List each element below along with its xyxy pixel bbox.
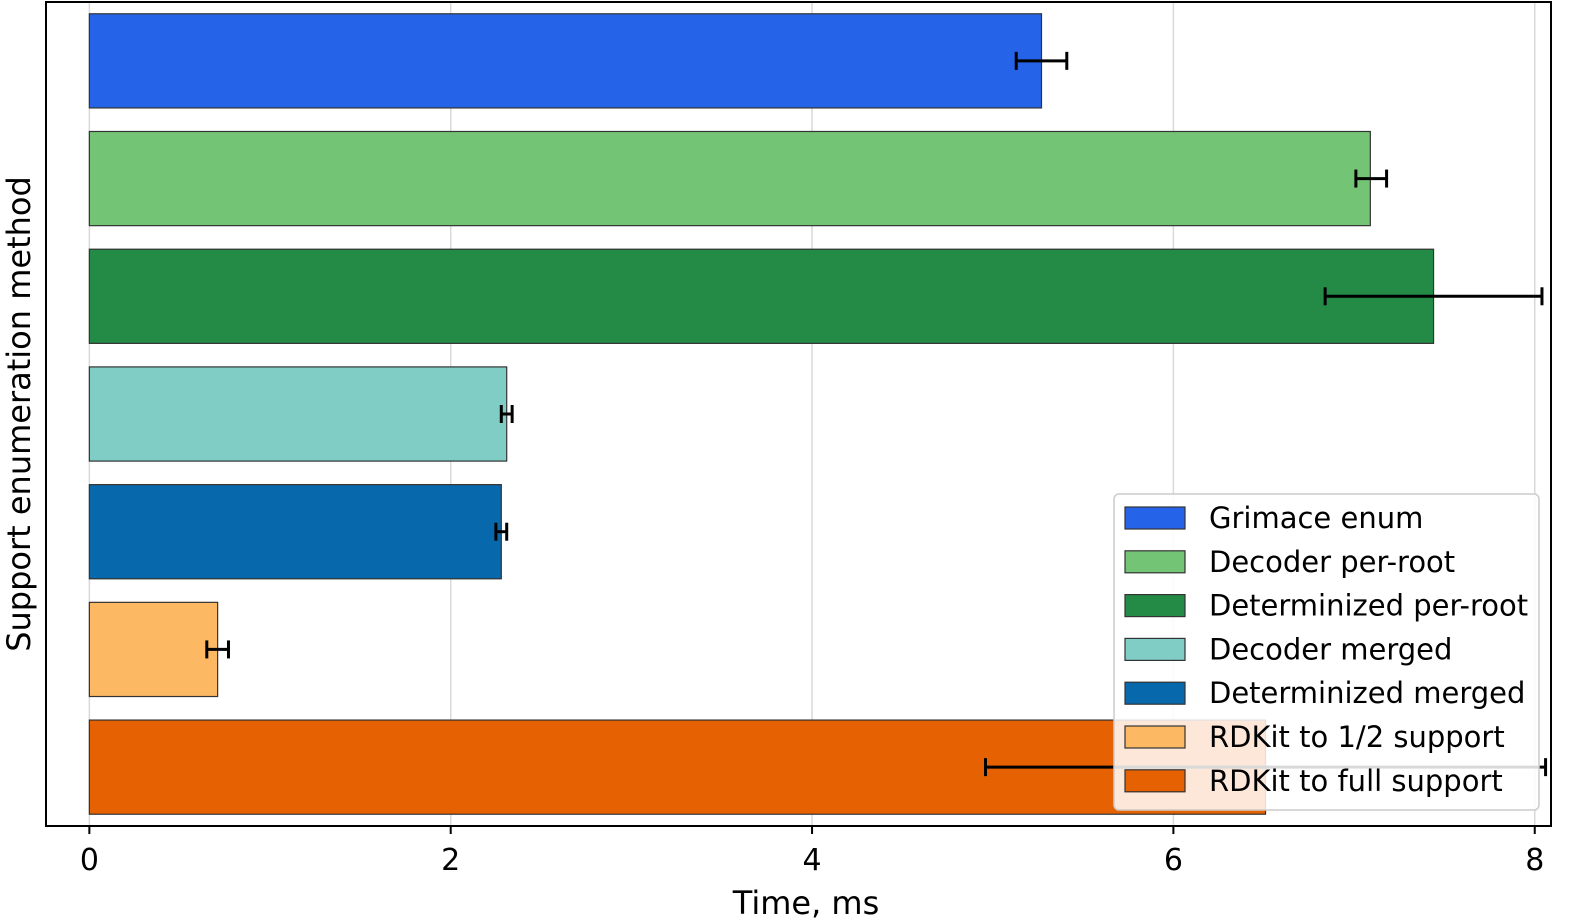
legend-swatch [1124,637,1186,662]
legend-label: Determinized per-root [1209,589,1528,623]
legend-label: RDKit to 1/2 support [1209,720,1505,754]
legend-label: RDKit to full support [1209,764,1503,798]
legend-swatch [1124,769,1186,793]
legend-label: Decoder merged [1209,632,1452,666]
bar [88,130,1371,227]
plot-frame [45,1,1552,827]
x-tick-label: 8 [1525,843,1544,878]
bar [88,248,1435,344]
legend: Grimace enum Decoder per-root Determinized… [1113,493,1540,811]
bar [88,13,1043,109]
legend-label: Grimace enum [1209,501,1423,535]
bar [88,601,219,698]
x-axis-title: Time, ms [732,884,880,922]
legend-box [1113,493,1540,811]
y-axis-title: Support enumeration method [0,176,38,652]
legend-label: Decoder per-root [1209,545,1455,579]
x-tick-label: 6 [1164,843,1183,878]
bars [88,13,1435,815]
legend-label: Determinized merged [1209,676,1525,710]
x-tick-label: 2 [441,843,460,878]
bar [88,484,502,580]
legend-swatch [1124,506,1186,530]
bar [88,366,508,462]
legend-swatch [1124,681,1186,705]
legend-swatch [1124,725,1186,749]
x-tick-label: 4 [803,843,822,878]
legend-swatch [1124,593,1186,618]
x-tick-label: 0 [80,843,99,878]
legend-swatch [1124,550,1186,574]
x-axis-ticks: 0 2 4 6 8 [80,826,1544,878]
